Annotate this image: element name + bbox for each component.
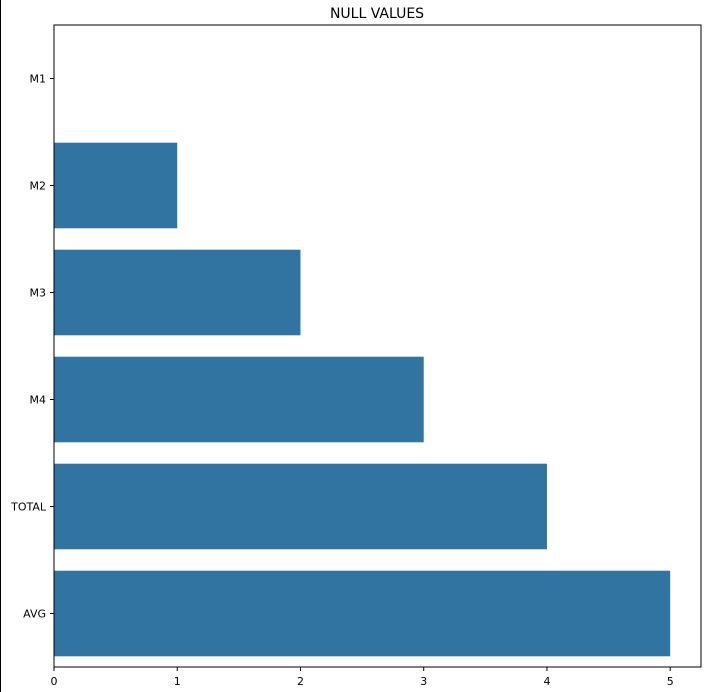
x-tick-label: 5 [667, 675, 674, 688]
x-tick-label: 0 [51, 675, 58, 688]
bar-total [54, 463, 547, 550]
x-tick-label: 4 [543, 675, 550, 688]
chart-title: NULL VALUES [330, 6, 424, 22]
bar-m3 [54, 249, 301, 336]
bar-m4 [54, 356, 424, 443]
y-tick-label: M2 [30, 180, 47, 193]
y-tick-label: M4 [30, 394, 47, 407]
y-tick-label: M3 [30, 287, 47, 300]
y-tick-label: M1 [30, 73, 47, 86]
y-tick-label: TOTAL [10, 501, 47, 514]
x-tick-label: 3 [420, 675, 427, 688]
bar-m2 [54, 142, 178, 229]
plot-frame [53, 24, 702, 668]
bars-layer [54, 142, 671, 657]
y-axis-ticks: M1 M2 M3 M4 TOTAL AVG [10, 73, 54, 621]
bar-avg [54, 570, 671, 657]
y-tick-label: AVG [23, 608, 46, 621]
x-tick-label: 2 [297, 675, 304, 688]
x-axis-ticks: 0 1 2 3 4 5 [51, 667, 674, 688]
x-tick-label: 1 [174, 675, 181, 688]
window-left-edge [0, 0, 1, 692]
